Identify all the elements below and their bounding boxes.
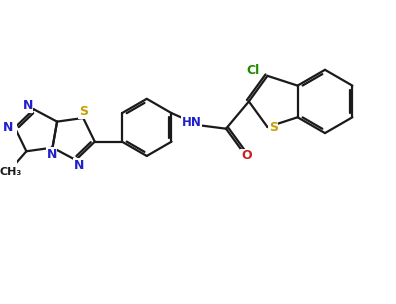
Text: S: S xyxy=(268,121,278,133)
Text: HN: HN xyxy=(182,116,202,130)
Text: N: N xyxy=(3,121,13,134)
Text: N: N xyxy=(74,159,84,172)
Text: Cl: Cl xyxy=(247,64,260,77)
Text: O: O xyxy=(241,150,251,162)
Text: N: N xyxy=(46,148,57,161)
Text: CH₃: CH₃ xyxy=(0,167,22,177)
Text: S: S xyxy=(79,105,88,118)
Text: N: N xyxy=(23,99,33,112)
